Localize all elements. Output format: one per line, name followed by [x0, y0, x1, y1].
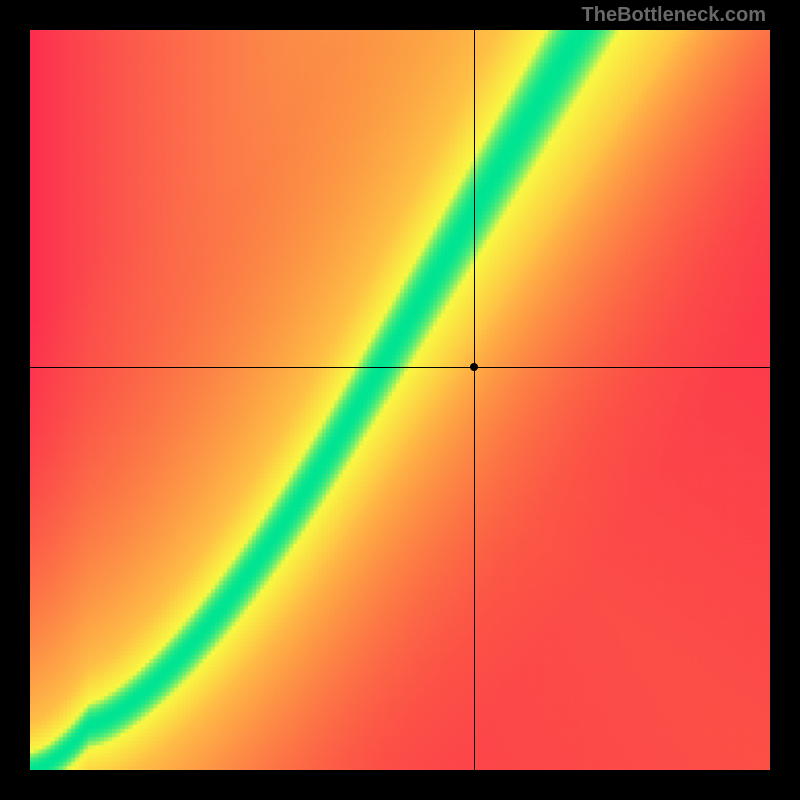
- crosshair-horizontal: [30, 367, 770, 368]
- heatmap-canvas: [30, 30, 770, 770]
- crosshair-vertical: [474, 30, 475, 770]
- plot-area: [30, 30, 770, 770]
- watermark-text: TheBottleneck.com: [582, 4, 766, 27]
- data-point-dot: [470, 363, 478, 371]
- chart-container: TheBottleneck.com: [0, 0, 800, 800]
